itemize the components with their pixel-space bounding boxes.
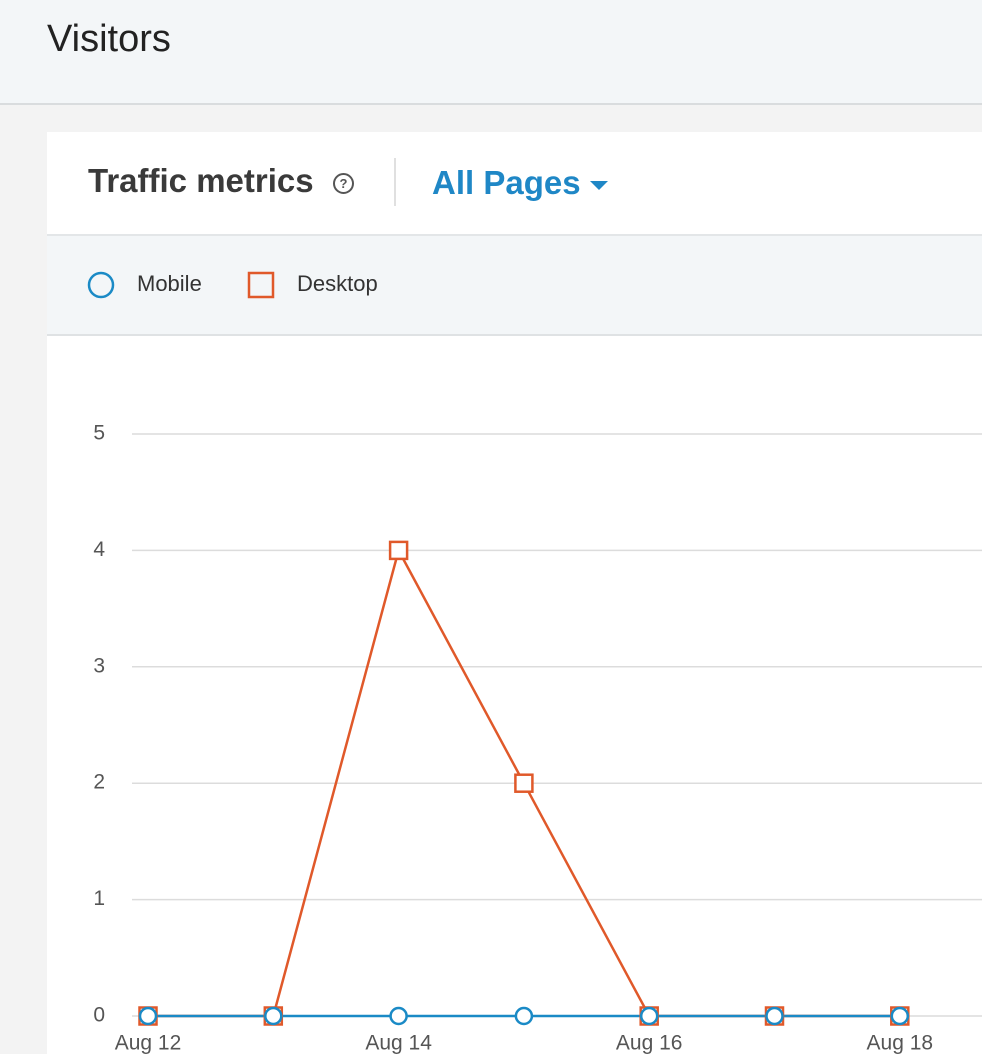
data-point[interactable]	[138, 1006, 158, 1026]
x-tick-label: Aug 12	[115, 1032, 182, 1054]
y-tick-label: 3	[93, 654, 105, 677]
x-tick-label: Aug 16	[616, 1032, 683, 1054]
legend-label[interactable]: Desktop	[297, 271, 378, 296]
header: Visitors	[0, 0, 982, 105]
dropdown-caret[interactable]	[590, 181, 608, 190]
legend-marker[interactable]	[87, 271, 115, 299]
legend: Mobile Desktop	[47, 234, 982, 336]
x-tick-label: Aug 14	[365, 1032, 432, 1054]
x-tick-label: Aug 18	[867, 1032, 934, 1054]
legend-svg: Mobile Desktop	[87, 271, 378, 299]
legend-marker[interactable]	[247, 271, 275, 299]
data-point[interactable]	[890, 1006, 910, 1026]
data-point[interactable]	[639, 1006, 659, 1026]
legend-label[interactable]: Mobile	[137, 271, 202, 296]
card: Traffic metrics ? All Pages Mobile Deskto…	[47, 132, 982, 1054]
y-tick-label: 2	[93, 771, 105, 794]
separator	[394, 158, 396, 206]
data-point[interactable]	[389, 1006, 408, 1026]
card-title: Traffic metrics	[88, 162, 314, 199]
y-tick-label: 0	[93, 1004, 105, 1027]
data-point[interactable]	[765, 1006, 784, 1026]
y-tick-label: 1	[93, 887, 105, 910]
data-point[interactable]	[264, 1006, 283, 1026]
help-icon[interactable]: ?	[333, 173, 354, 194]
y-tick-label: 4	[93, 538, 105, 561]
y-tick-label: 5	[93, 422, 105, 445]
page-title: Visitors	[47, 18, 171, 60]
chart: 0 1 2 3 4 5 Aug 12 Aug 14 Aug 16 Aug 18	[93, 422, 982, 1054]
filter-dropdown[interactable]: All Pages	[432, 164, 581, 201]
data-point[interactable]	[514, 773, 534, 793]
data-point[interactable]	[514, 1006, 534, 1026]
data-point[interactable]	[388, 540, 409, 561]
